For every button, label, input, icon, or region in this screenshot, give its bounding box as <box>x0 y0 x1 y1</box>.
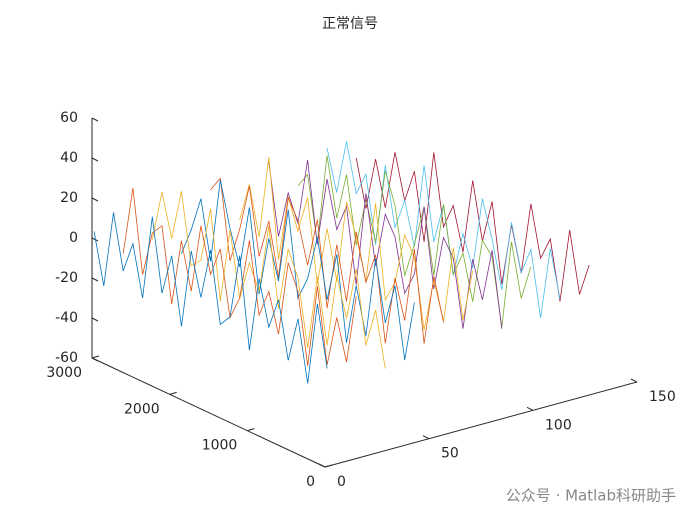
series-line <box>93 212 328 384</box>
z-tick-label: -40 <box>55 310 78 326</box>
z-tick <box>91 357 99 362</box>
z-tick <box>91 157 99 162</box>
y-axis <box>91 357 326 468</box>
series-line <box>151 191 386 369</box>
x-tick <box>422 435 430 440</box>
y-tick-label: 0 <box>306 474 315 490</box>
chart-title: 正常信号 <box>322 16 378 32</box>
z-tick-label: 60 <box>60 110 78 126</box>
y-tick <box>324 464 333 468</box>
series-line <box>122 187 357 366</box>
series-line <box>239 157 474 331</box>
z-tick <box>91 117 99 122</box>
series-line <box>355 152 590 302</box>
z-tick-label: 20 <box>60 190 78 206</box>
x-tick <box>318 463 326 468</box>
watermark: 公众号 · Matlab科研助手 <box>506 487 676 505</box>
x-tick-label: 0 <box>337 474 346 490</box>
x-tick-label: 100 <box>545 417 572 433</box>
z-tick <box>91 237 99 242</box>
series-line <box>210 177 444 344</box>
series-line <box>268 159 503 329</box>
x-tick <box>526 406 534 411</box>
y-tick <box>247 428 255 432</box>
z-tick-label: -20 <box>55 270 78 286</box>
x-tick-label: 150 <box>649 389 676 405</box>
y-tick-label: 3000 <box>46 365 82 381</box>
series-line <box>181 179 415 361</box>
series-line <box>297 155 532 328</box>
x-axis <box>324 381 638 468</box>
z-tick-label: 40 <box>60 150 78 166</box>
y-tick-label: 1000 <box>202 438 238 454</box>
y-tick <box>91 355 100 359</box>
z-tick <box>91 197 99 202</box>
z-tick-label: 0 <box>69 230 78 246</box>
x-tick <box>630 378 638 383</box>
y-tick <box>169 391 177 395</box>
x-tick-label: 50 <box>441 446 459 462</box>
z-tick <box>91 317 99 322</box>
y-tick-label: 2000 <box>124 401 160 417</box>
z-tick-label: -60 <box>55 350 78 366</box>
z-tick <box>91 277 99 282</box>
